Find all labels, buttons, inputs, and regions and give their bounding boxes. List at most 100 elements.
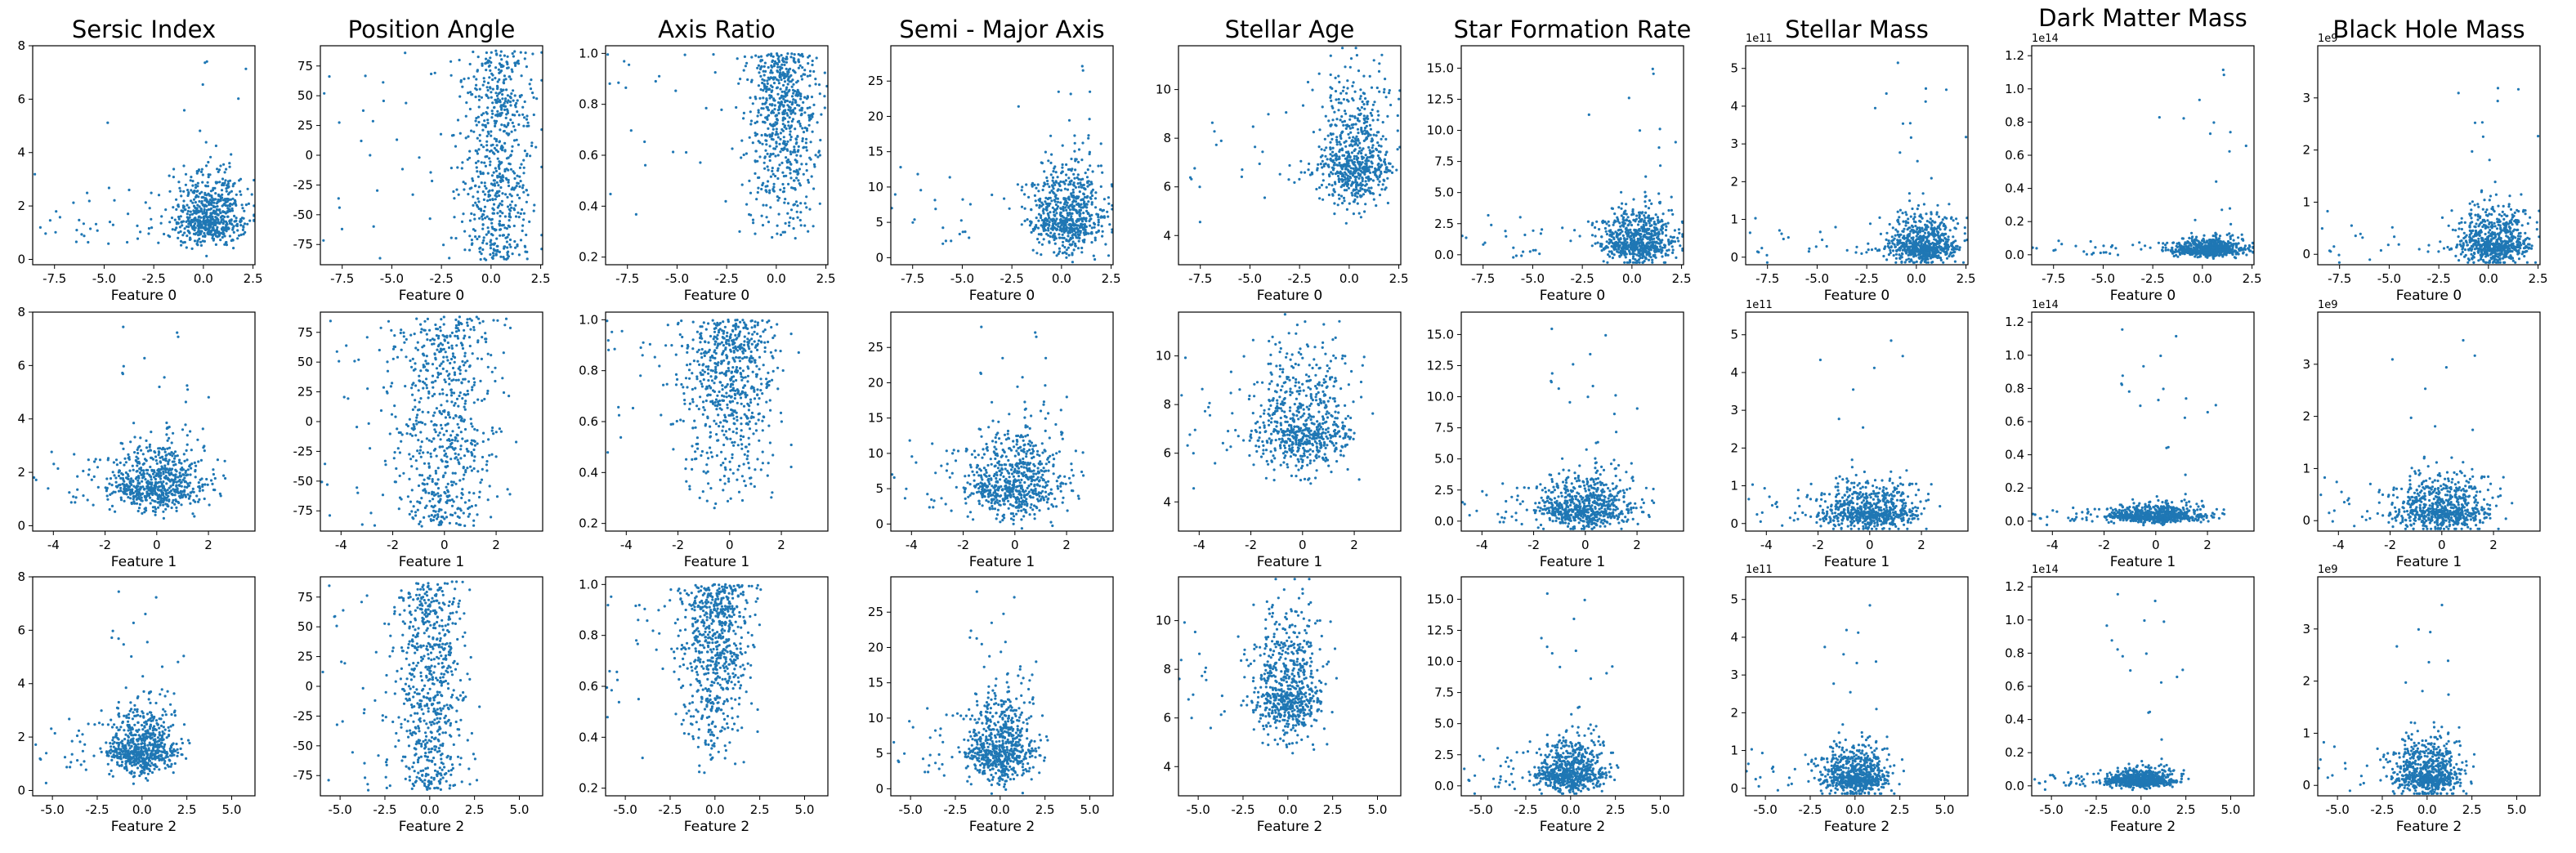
scatter-point [200, 210, 203, 212]
scatter-point [500, 58, 503, 60]
scatter-point [766, 185, 768, 187]
scatter-point [1055, 181, 1058, 184]
scatter-point [180, 240, 182, 243]
scatter-point [1097, 216, 1099, 218]
scatter-point [1360, 170, 1362, 172]
scatter-point [177, 204, 179, 207]
scatter-point [1344, 176, 1346, 178]
scatter-point [194, 239, 196, 242]
scatter-point [224, 171, 226, 173]
scatter-point [1519, 216, 1522, 218]
scatter-point [488, 65, 490, 68]
scatter-point [790, 52, 793, 55]
scatter-point [785, 88, 788, 91]
scatter-point [1943, 228, 1946, 230]
scatter-point [1348, 125, 1350, 127]
scatter-point [180, 194, 182, 197]
scatter-point [798, 67, 800, 69]
scatter-point [1512, 256, 1514, 258]
scatter-point [1638, 254, 1640, 257]
scatter-point [783, 136, 785, 138]
scatter-point [499, 176, 501, 178]
scatter-point [1662, 224, 1665, 226]
scatter-point [1059, 181, 1062, 183]
scatter-point [1756, 250, 1759, 252]
scatter-point [760, 88, 763, 91]
scatter-point [1366, 100, 1369, 103]
scatter-point [1350, 143, 1353, 145]
scatter-point [1089, 218, 1092, 221]
scatter-point [1922, 192, 1925, 194]
scatter-point [788, 71, 790, 74]
scatter-point [1892, 239, 1894, 241]
scatter-point [1662, 212, 1665, 215]
y-tick-label: 0 [875, 250, 883, 265]
scatter-point [1288, 164, 1290, 167]
scatter-point [1061, 237, 1063, 239]
scatter-point [1908, 199, 1911, 202]
scatter-point [481, 218, 484, 221]
scatter-point [525, 234, 527, 236]
scatter-point [1076, 158, 1078, 160]
scatter-point [1032, 249, 1035, 252]
scatter-point [803, 131, 805, 133]
scatter-point [505, 60, 508, 63]
scatter-point [1328, 194, 1330, 196]
scatter-point [215, 243, 217, 246]
scatter-point [1618, 229, 1621, 231]
scatter-point [197, 230, 199, 233]
scatter-point [478, 105, 481, 108]
scatter-point [1066, 221, 1068, 223]
scatter-point [486, 199, 489, 202]
scatter-point [1620, 208, 1622, 210]
scatter-point [506, 67, 508, 69]
scatter-point [742, 117, 745, 119]
scatter-point [1648, 233, 1650, 235]
scatter-point [1341, 172, 1344, 175]
scatter-point [1627, 223, 1630, 226]
scatter-point [512, 125, 515, 127]
scatter-point [1095, 213, 1098, 216]
scatter-point [684, 54, 686, 56]
scatter-point [1017, 183, 1019, 185]
scatter-point [187, 219, 190, 221]
scatter-point [499, 220, 501, 222]
scatter-point [525, 114, 528, 117]
scatter-point [1948, 203, 1950, 205]
scatter-point [473, 218, 476, 221]
scatter-point [764, 62, 767, 65]
scatter-point [1047, 227, 1049, 230]
scatter-point [503, 74, 506, 77]
scatter-point [188, 230, 190, 233]
scatter-points [1461, 68, 1684, 264]
scatter-point [1360, 95, 1362, 97]
scatter-point [83, 234, 85, 237]
scatter-point [88, 199, 91, 202]
scatter-point [1352, 136, 1354, 138]
x-tick-label: -2.5 [715, 271, 739, 286]
scatter-point [1084, 223, 1086, 226]
scatter-point [487, 82, 490, 84]
scatter-point [109, 221, 111, 223]
scatter-point [807, 107, 809, 109]
scatter-point [1357, 132, 1359, 134]
scatter-point [504, 97, 507, 100]
y-tick-label: 0.0 [1434, 248, 1454, 262]
scatter-point [1362, 161, 1364, 163]
scatter-point [482, 145, 485, 148]
scatter-point [803, 173, 805, 176]
scatter-point [1613, 212, 1616, 215]
scatter-point [1358, 142, 1361, 145]
scatter-point [1343, 86, 1345, 88]
scatter-point [790, 208, 793, 211]
scatter-point [1066, 204, 1068, 207]
scatter-point [1372, 154, 1375, 157]
scatter-point [468, 234, 471, 237]
scatter-point [950, 239, 952, 242]
scatter-point [819, 139, 821, 141]
scatter-point [1903, 230, 1905, 233]
scatter-point [762, 103, 764, 105]
scatter-point [798, 123, 801, 125]
scatter-point [1051, 225, 1053, 227]
scatter-point [1094, 239, 1097, 241]
